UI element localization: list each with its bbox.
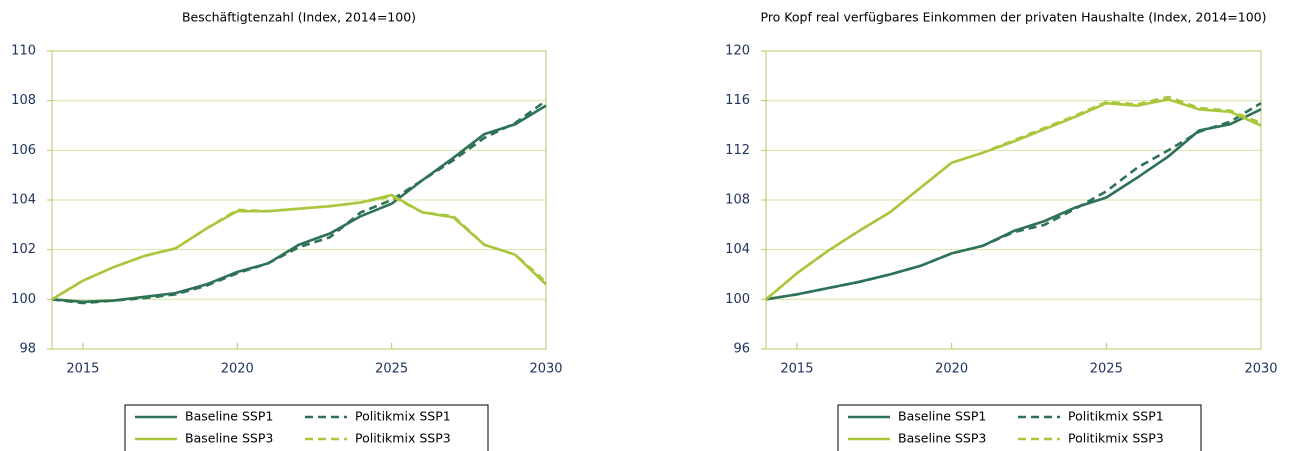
y-tick-label: 108 xyxy=(11,93,36,108)
x-tick-label: 2020 xyxy=(935,362,968,377)
y-tick-label: 112 xyxy=(725,143,750,158)
y-tick-label: 102 xyxy=(11,242,36,257)
y-tick-label: 96 xyxy=(733,342,750,357)
legend-label: Politikmix SSP1 xyxy=(1068,409,1164,424)
y-tick-label: 110 xyxy=(11,44,36,59)
legend-label: Baseline SSP1 xyxy=(898,409,986,424)
series-line xyxy=(765,98,1262,301)
series-line xyxy=(51,104,547,304)
y-tick-label: 106 xyxy=(11,143,36,158)
x-tick-label: 2015 xyxy=(66,362,99,377)
y-tick-label: 116 xyxy=(725,93,750,108)
legend-label: Baseline SSP3 xyxy=(898,431,986,446)
x-tick-label: 2020 xyxy=(221,362,254,377)
x-tick-label: 2025 xyxy=(1090,362,1123,377)
series-line xyxy=(765,95,1262,301)
chart-title: Beschäftigtenzahl (Index, 2014=100) xyxy=(182,10,416,25)
plot-frame xyxy=(51,50,547,350)
y-tick-label: 120 xyxy=(725,44,750,59)
y-tick-label: 100 xyxy=(725,292,750,307)
series-line xyxy=(51,193,547,301)
legend-label: Politikmix SSP3 xyxy=(1068,431,1164,446)
series-line xyxy=(51,194,547,301)
x-tick-label: 2030 xyxy=(1244,362,1277,377)
x-tick-label: 2025 xyxy=(375,362,408,377)
legend-box xyxy=(124,404,489,451)
legend-label: Politikmix SSP3 xyxy=(355,431,451,446)
series-line xyxy=(51,99,547,305)
plot-frame xyxy=(765,50,1262,350)
legend-label: Baseline SSP1 xyxy=(185,409,273,424)
legend-label: Baseline SSP3 xyxy=(185,431,273,446)
y-tick-label: 104 xyxy=(725,242,750,257)
legend-box xyxy=(837,404,1202,451)
x-tick-label: 2030 xyxy=(529,362,562,377)
legend-label: Politikmix SSP1 xyxy=(355,409,451,424)
y-tick-label: 108 xyxy=(725,193,750,208)
series-line xyxy=(765,102,1262,301)
x-tick-label: 2015 xyxy=(780,362,813,377)
y-tick-label: 104 xyxy=(11,193,36,208)
y-tick-label: 100 xyxy=(11,292,36,307)
y-tick-label: 98 xyxy=(19,342,36,357)
chart-title: Pro Kopf real verfügbares Einkommen der … xyxy=(761,10,1267,25)
